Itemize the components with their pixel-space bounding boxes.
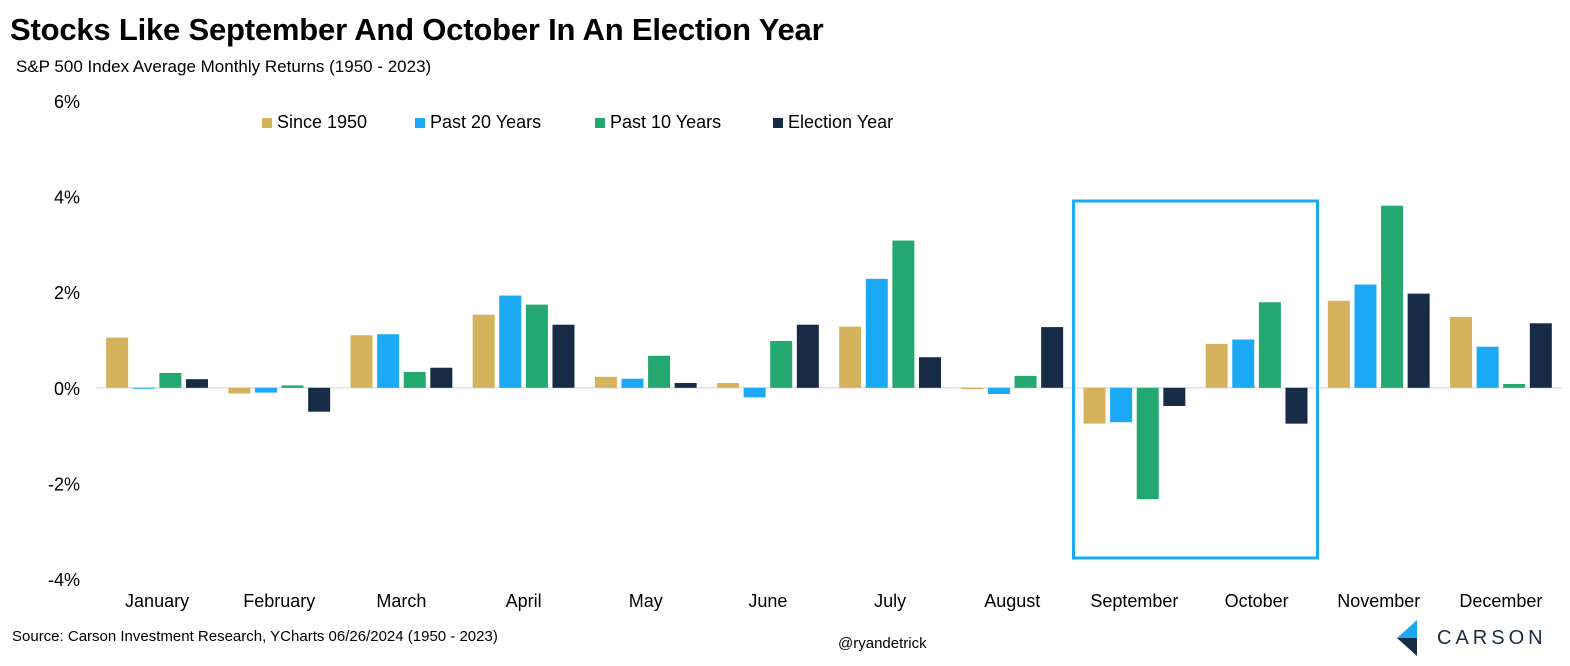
bar <box>254 387 277 393</box>
bar <box>961 387 984 390</box>
legend-swatch <box>262 117 272 128</box>
bar <box>892 240 915 388</box>
bar <box>594 376 617 388</box>
x-tick-label: September <box>1090 591 1178 611</box>
bar <box>132 387 155 389</box>
legend-label: Election Year <box>788 112 894 132</box>
bar <box>308 387 331 412</box>
bar <box>1529 323 1552 388</box>
bar <box>1110 387 1133 423</box>
bar <box>350 335 373 388</box>
bar <box>1232 339 1255 388</box>
bar <box>525 304 548 388</box>
bar <box>648 355 671 388</box>
bar <box>1014 375 1037 388</box>
legend-swatch <box>415 117 425 128</box>
bar <box>865 278 888 388</box>
bar <box>377 334 400 388</box>
chart-legend: Since 1950 Past 20 Years Past 10 Years E… <box>262 112 923 133</box>
y-tick-label: -2% <box>48 474 80 494</box>
bar <box>1205 343 1228 388</box>
y-tick-label: 6% <box>54 92 80 112</box>
highlight-box <box>1072 199 1319 560</box>
legend-swatch <box>773 117 783 128</box>
bar <box>499 295 522 388</box>
chart-subtitle: S&P 500 Index Average Monthly Returns (1… <box>16 57 432 76</box>
bar <box>1407 293 1430 388</box>
bar <box>796 324 819 388</box>
x-tick-label: June <box>748 591 787 611</box>
bar <box>1476 346 1499 388</box>
bar <box>1083 387 1106 424</box>
bar <box>717 383 740 388</box>
x-tick-label: January <box>125 591 189 611</box>
carson-logo: CARSON <box>1395 618 1547 658</box>
bar <box>552 324 575 388</box>
bar <box>770 340 793 388</box>
bar <box>1163 387 1186 406</box>
brand-name: CARSON <box>1437 626 1547 649</box>
legend-item: Past 10 Years <box>595 112 773 133</box>
bar <box>1258 302 1281 388</box>
bar <box>1450 317 1473 388</box>
bar <box>1381 205 1404 388</box>
bar <box>106 337 129 388</box>
bar <box>839 326 862 388</box>
bar <box>403 372 426 388</box>
bar <box>674 383 697 388</box>
x-tick-label: October <box>1225 591 1289 611</box>
bar <box>1327 300 1350 388</box>
x-tick-label: April <box>506 591 542 611</box>
bar <box>1503 383 1526 388</box>
bar <box>228 387 251 394</box>
bar <box>743 387 766 398</box>
legend-label: Since 1950 <box>277 112 368 132</box>
bar <box>1285 387 1308 424</box>
source-note: Source: Carson Investment Research, YCha… <box>12 628 498 645</box>
y-tick-label: 0% <box>54 379 80 399</box>
legend-label: Past 20 Years <box>430 112 542 132</box>
x-tick-label: February <box>243 591 315 611</box>
y-tick-label: 2% <box>54 283 80 303</box>
bar <box>281 385 304 388</box>
bar <box>430 367 453 388</box>
bar <box>1354 284 1377 388</box>
bar <box>987 387 1010 395</box>
author-handle: @ryandetrick <box>838 635 927 652</box>
bar <box>472 314 495 388</box>
y-tick-label: 4% <box>54 188 80 208</box>
bar <box>185 379 208 388</box>
y-tick-label: -4% <box>48 570 80 590</box>
x-tick-label: November <box>1337 591 1420 611</box>
x-tick-label: March <box>376 591 426 611</box>
legend-swatch <box>595 117 605 128</box>
bar <box>918 357 941 388</box>
legend-item: Since 1950 <box>262 112 415 133</box>
bar <box>621 378 644 388</box>
x-tick-label: August <box>984 591 1040 611</box>
legend-item: Past 20 Years <box>415 112 595 133</box>
chart-title: Stocks Like September And October In An … <box>10 12 824 47</box>
legend-item: Election Year <box>773 112 923 133</box>
x-tick-label: July <box>874 591 906 611</box>
bar <box>1041 327 1064 388</box>
bar <box>1136 387 1159 500</box>
bar <box>159 372 182 388</box>
carson-logo-icon <box>1397 620 1417 656</box>
legend-label: Past 10 Years <box>610 112 722 132</box>
x-tick-label: December <box>1459 591 1542 611</box>
x-tick-label: May <box>629 591 663 611</box>
